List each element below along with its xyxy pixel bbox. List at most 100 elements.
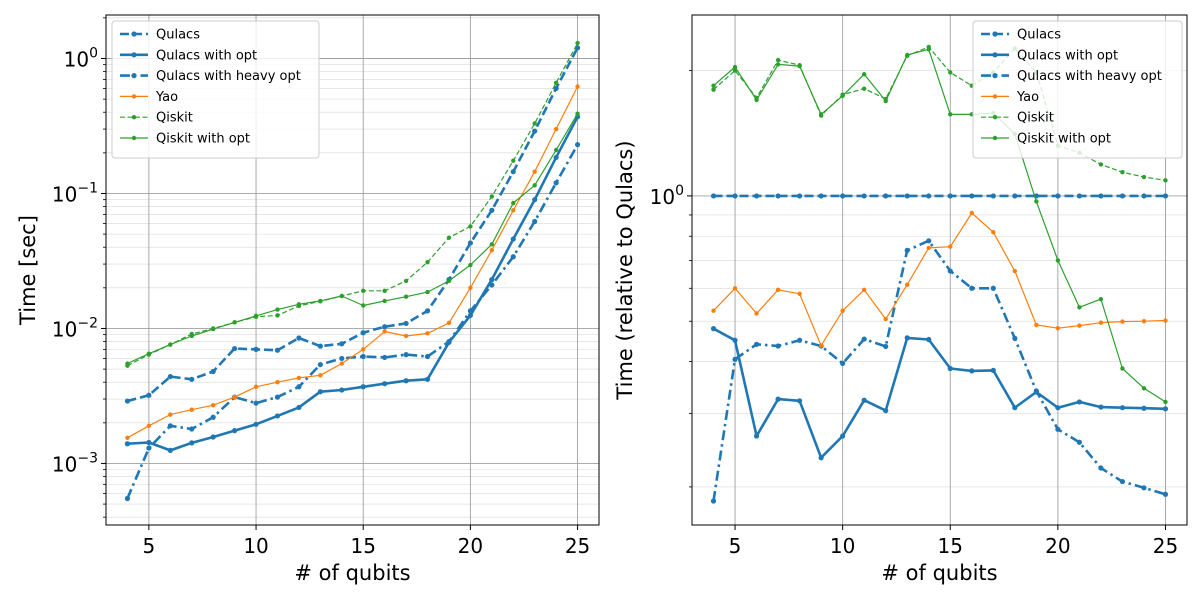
plot-frame — [105, 14, 600, 526]
data-point-qulacs-with-opt — [424, 376, 431, 382]
data-point-qulacs-with-opt — [232, 428, 238, 434]
data-point-qulacs-with-opt — [1012, 405, 1018, 411]
data-point-qulacs-with-opt — [818, 455, 824, 461]
data-point-qiskit-with-opt — [775, 62, 781, 67]
data-point-yao — [125, 435, 130, 440]
data-point-yao — [905, 282, 910, 287]
data-point-qulacs-with-heavy-opt — [775, 343, 781, 349]
legend-label-qiskit: Qiskit — [156, 111, 193, 126]
data-point-qulacs — [1141, 193, 1147, 199]
data-point-yao — [969, 210, 974, 216]
data-point-qulacs — [947, 193, 953, 199]
data-point-qulacs — [553, 85, 559, 92]
series-line-qiskit-with-opt — [127, 113, 579, 365]
data-point-qulacs — [1098, 193, 1104, 199]
data-point-yao — [840, 308, 845, 313]
data-point-qulacs-with-heavy-opt — [189, 426, 195, 432]
data-point-qulacs — [210, 368, 216, 375]
data-point-qiskit — [948, 70, 953, 75]
y-axis-label: Time (relative to Qulacs) — [613, 140, 637, 400]
data-point-qulacs-with-opt — [904, 335, 910, 341]
data-point-yao — [1141, 319, 1147, 324]
data-point-qulacs-with-opt — [1119, 405, 1126, 411]
data-point-qulacs-with-heavy-opt — [1098, 465, 1104, 471]
x-tick-label: 5 — [729, 534, 742, 558]
data-point-qulacs-with-opt — [1098, 404, 1104, 410]
legend-marker-qiskit — [992, 115, 998, 120]
data-point-qiskit-with-opt — [1163, 399, 1168, 405]
data-point-qulacs-with-heavy-opt — [797, 337, 803, 343]
legend-marker-qulacs — [131, 31, 137, 37]
data-point-qulacs — [124, 398, 131, 404]
data-point-qulacs — [360, 330, 366, 336]
data-point-qulacs-with-opt — [710, 326, 717, 332]
data-point-qulacs-with-heavy-opt — [403, 352, 409, 358]
data-point-qulacs-with-opt — [360, 384, 366, 390]
legend-marker-qulacs-with-opt — [131, 52, 137, 58]
series-line-qulacs-with-heavy-opt — [712, 239, 1166, 502]
x-axis-label: # of qubits — [294, 561, 410, 585]
data-point-qulacs-with-heavy-opt — [167, 423, 173, 429]
data-point-yao — [1012, 268, 1018, 274]
data-point-qulacs-with-heavy-opt — [574, 142, 581, 148]
data-point-qulacs-with-heavy-opt — [467, 308, 473, 314]
data-point-qiskit-with-opt — [339, 293, 344, 299]
data-point-qiskit-with-opt — [1055, 258, 1061, 263]
legend: Qulacs Qulacs with opt Qulacs with heavy o… — [111, 20, 320, 159]
data-point-qulacs-with-opt — [1076, 399, 1082, 405]
data-point-qiskit-with-opt — [754, 97, 759, 103]
data-point-qulacs — [510, 169, 516, 175]
data-point-yao — [468, 285, 473, 291]
data-point-qiskit-with-opt — [168, 342, 173, 347]
data-point-qulacs-with-heavy-opt — [926, 238, 932, 244]
series-line-yao — [127, 86, 579, 439]
data-point-qiskit — [446, 235, 452, 240]
data-point-qulacs — [146, 392, 152, 398]
data-point-qiskit-with-opt — [1098, 296, 1104, 302]
data-point-qulacs-with-opt — [124, 441, 131, 447]
data-point-qiskit-with-opt — [797, 63, 802, 69]
data-point-qulacs-with-heavy-opt — [969, 285, 975, 291]
data-point-qiskit-with-opt — [446, 278, 452, 284]
x-tick-label: 15 — [350, 534, 375, 558]
data-point-yao — [732, 286, 738, 291]
y-tick-label: 100 — [650, 183, 684, 209]
x-tick-label: 10 — [243, 534, 268, 558]
data-point-qulacs-with-heavy-opt — [274, 394, 281, 400]
series-group — [124, 40, 581, 502]
data-point-qulacs — [274, 347, 281, 353]
x-tick-label: 5 — [143, 534, 156, 558]
data-point-qiskit-with-opt — [1034, 199, 1039, 204]
data-point-qulacs-with-opt — [1141, 405, 1147, 411]
data-point-qiskit — [711, 87, 716, 92]
data-point-qiskit-with-opt — [403, 294, 409, 299]
data-point-qulacs-with-opt — [467, 312, 473, 318]
data-point-qiskit — [425, 259, 430, 265]
legend-label-qulacs-with-opt: Qulacs with opt — [156, 48, 257, 63]
data-point-qiskit — [1141, 174, 1147, 180]
data-point-qulacs-with-opt — [753, 433, 760, 439]
data-point-qiskit — [1098, 162, 1104, 167]
data-point-yao — [1034, 322, 1039, 328]
x-tick-label: 20 — [458, 534, 483, 558]
data-point-qulacs-with-opt — [296, 404, 302, 411]
chart-left: 5 10 15 20 25 10−3 10−2 10−1 100 # of qubits Time … — [16, 14, 600, 585]
data-point-qiskit-with-opt — [711, 83, 716, 88]
data-point-yao — [210, 403, 216, 408]
data-point-yao — [168, 412, 173, 417]
data-point-qiskit-with-opt — [382, 298, 387, 304]
y-tick-label: 10−2 — [52, 315, 98, 341]
legend-marker-qiskit-with-opt — [992, 135, 998, 141]
data-point-qulacs — [883, 193, 889, 199]
data-point-qiskit — [468, 224, 473, 229]
data-point-yao — [754, 311, 759, 316]
series-line-qulacs-with-opt — [127, 116, 579, 452]
data-point-qulacs — [296, 335, 302, 341]
data-point-yao — [425, 331, 430, 336]
data-point-qulacs-with-opt — [553, 154, 559, 161]
data-point-qulacs-with-opt — [990, 367, 996, 373]
legend-label-qulacs: Qulacs — [1017, 28, 1061, 43]
data-point-yao — [189, 407, 194, 412]
data-point-qiskit-with-opt — [511, 200, 516, 206]
legend-label-qiskit: Qiskit — [1017, 111, 1054, 126]
